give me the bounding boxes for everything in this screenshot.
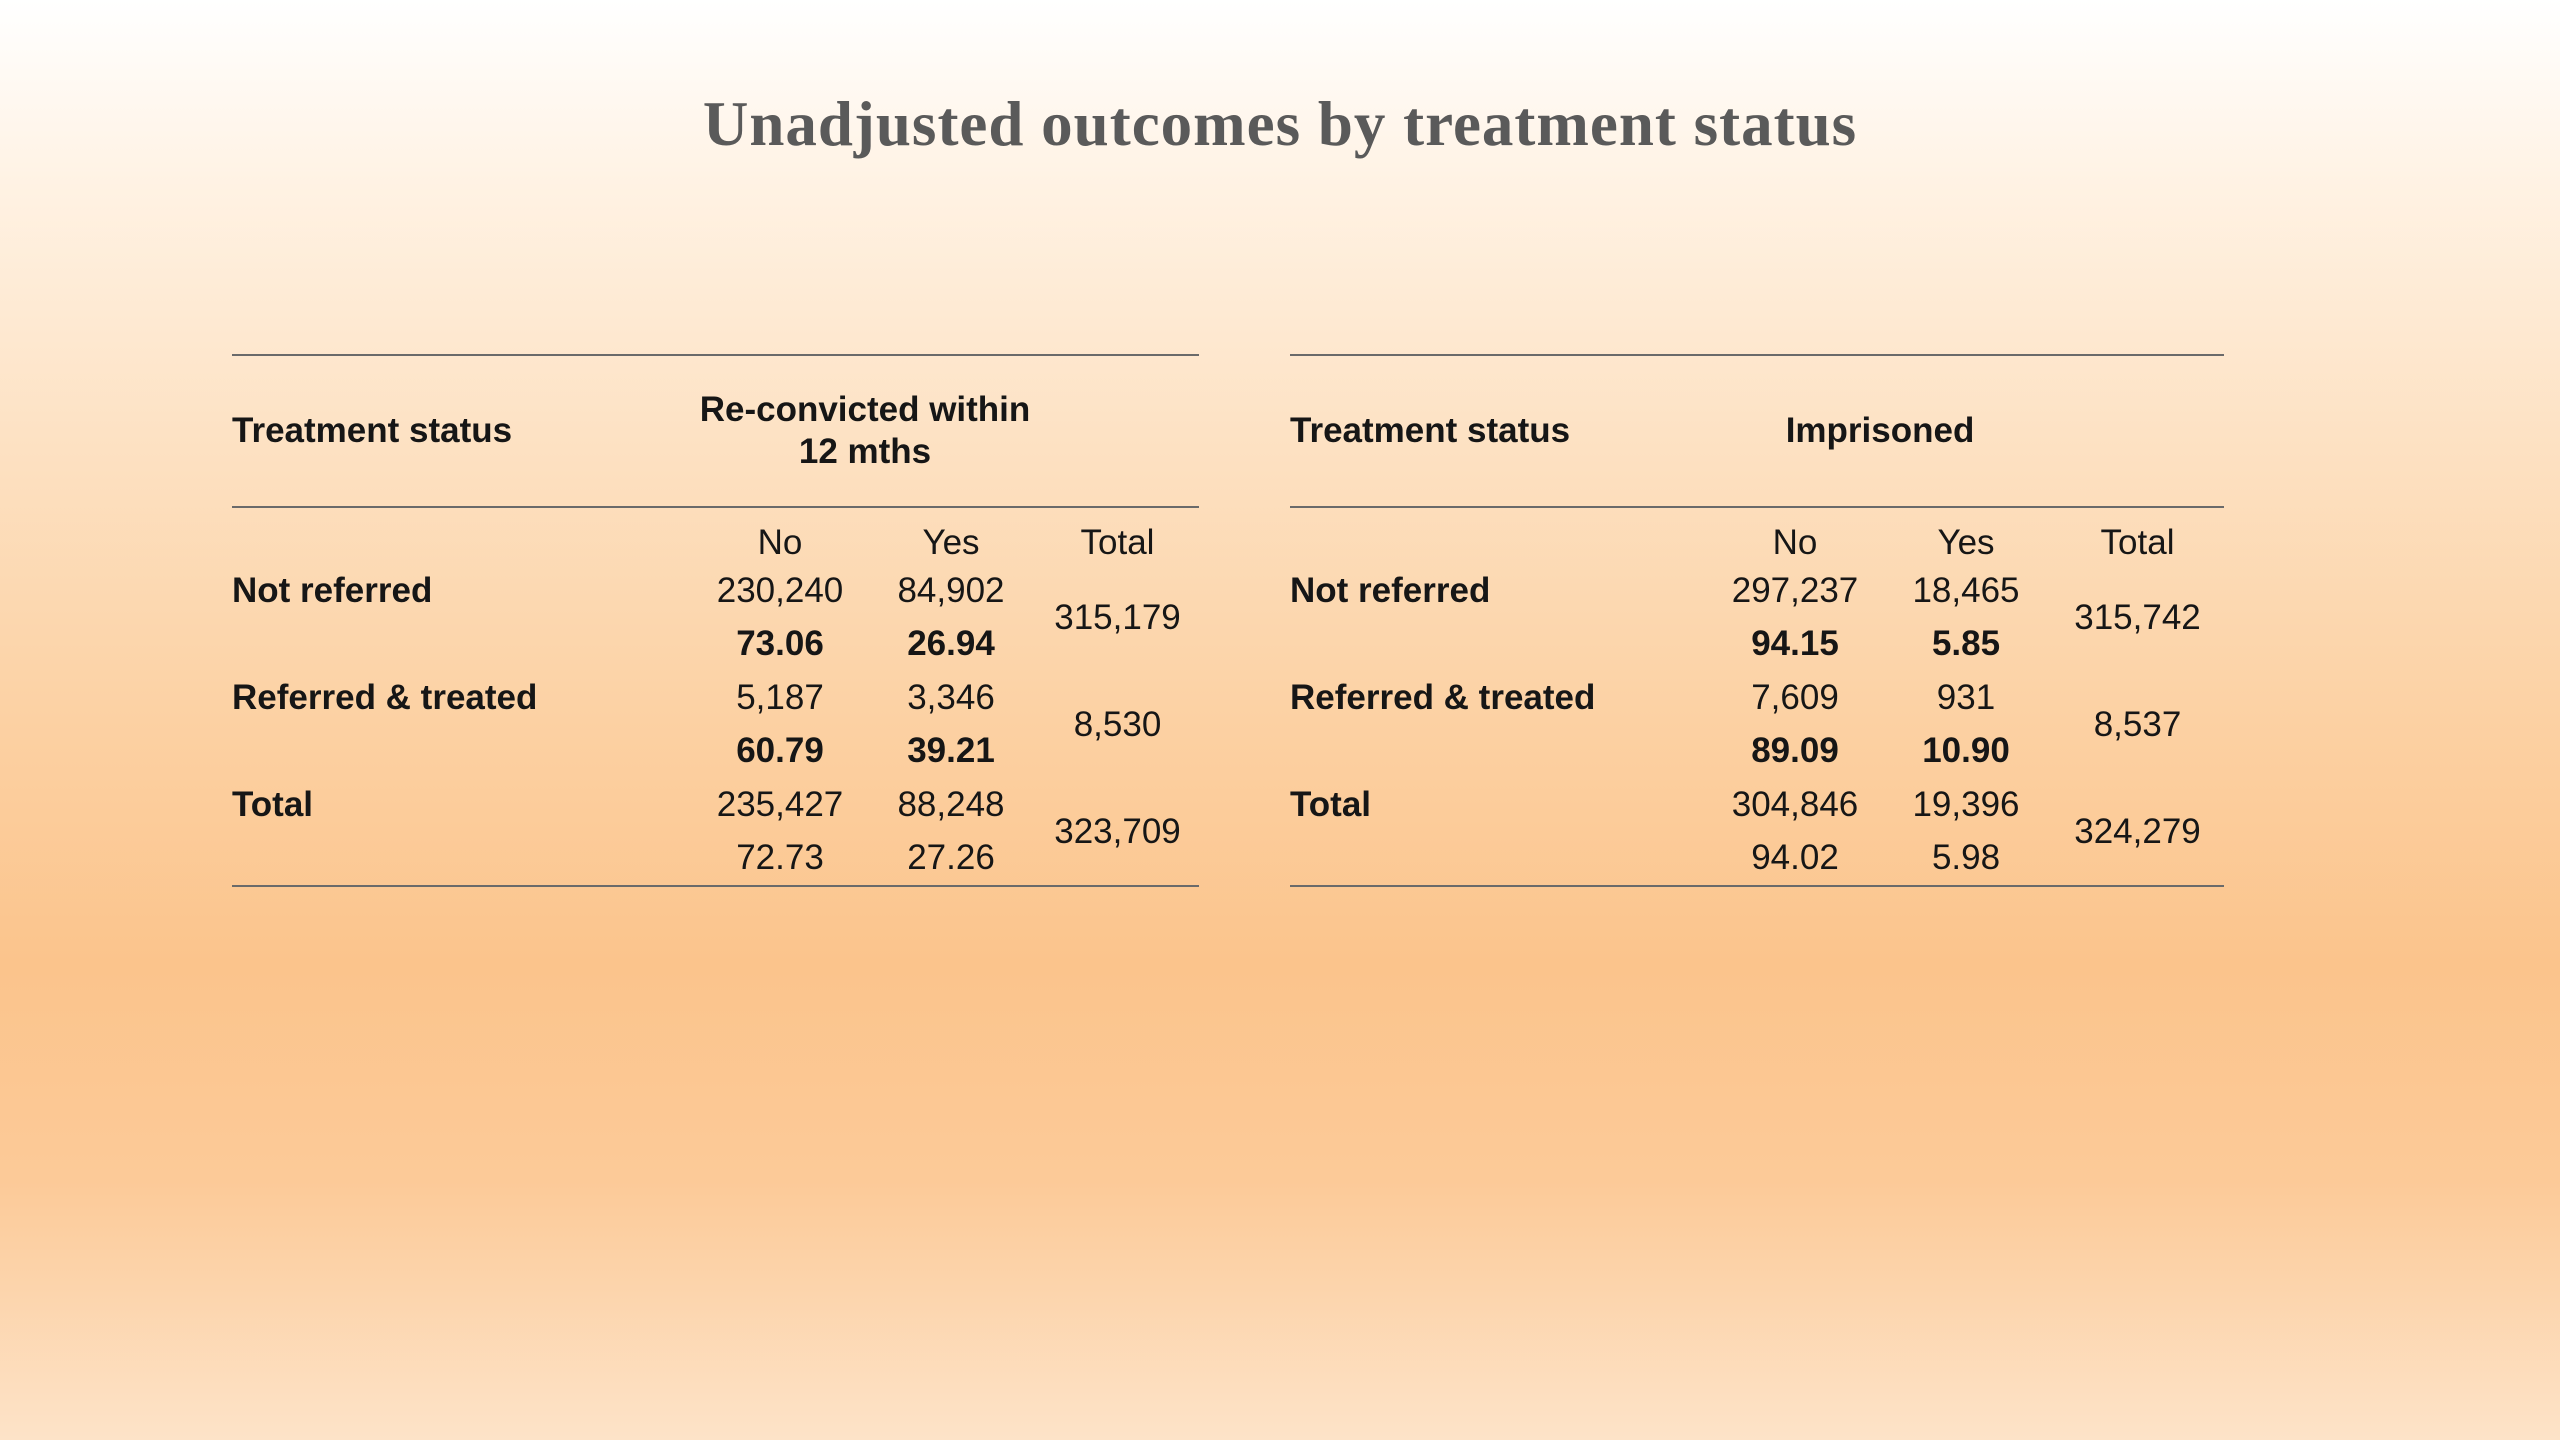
row-label-blank xyxy=(1290,618,1709,672)
column-yes: Yes xyxy=(922,523,980,562)
column-subheader-row: No Yes Total xyxy=(232,507,1199,564)
row-label: Not referred xyxy=(232,570,433,610)
no-percent: 94.15 xyxy=(1751,624,1839,664)
no-count: 235,427 xyxy=(716,784,844,824)
column-total: Total xyxy=(1080,523,1155,562)
imprisonment-table: Treatment status Imprisoned No Yes Total… xyxy=(1290,354,2225,887)
table-row: Not referred 230,240 84,902 315,179 xyxy=(232,564,1199,637)
row-total: 324,279 xyxy=(2051,778,2225,887)
outcome-header: Re-convicted within 12 mths xyxy=(694,354,1036,508)
yes-percent: 39.21 xyxy=(907,731,995,771)
row-label-blank xyxy=(232,725,694,779)
treatment-status-header: Treatment status xyxy=(232,354,694,508)
treatment-status-header: Treatment status xyxy=(1290,354,1709,508)
yes-percent: 27.26 xyxy=(866,831,1036,887)
slide-title: Unadjusted outcomes by treatment status xyxy=(702,89,1858,159)
header-spacer xyxy=(1036,354,1199,508)
outcome-header: Imprisoned xyxy=(1709,354,2052,508)
table-row: Total 235,427 88,248 323,709 xyxy=(232,778,1199,887)
row-label: Total xyxy=(1290,784,1372,824)
outcome-header-line1: Imprisoned xyxy=(1785,411,1975,450)
no-count: 304,846 xyxy=(1731,784,1859,824)
outcome-header-line2: 12 mths xyxy=(798,432,932,471)
table-row: 94.15 5.85 xyxy=(1290,618,2224,672)
table-header-row: Treatment status Imprisoned xyxy=(1290,354,2225,508)
yes-count: 84,902 xyxy=(897,570,1005,610)
yes-count: 18,465 xyxy=(1912,570,2020,610)
row-total: 323,709 xyxy=(1036,778,1199,887)
row-label-blank xyxy=(1290,725,1709,779)
table-header-row: Treatment status Re-convicted within 12 … xyxy=(232,354,1199,508)
reconviction-table: Treatment status Re-convicted within 12 … xyxy=(232,354,1199,887)
row-total: 8,537 xyxy=(2093,704,2182,744)
table-row: 72.73 27.26 xyxy=(232,831,1199,887)
yes-percent: 26.94 xyxy=(907,624,995,664)
yes-percent: 5.98 xyxy=(1881,831,2052,887)
table-row: Referred & treated 5,187 3,346 8,530 xyxy=(232,671,1199,744)
column-no: No xyxy=(757,523,803,562)
yes-count: 19,396 xyxy=(1912,784,2020,824)
row-label-blank xyxy=(232,831,694,887)
row-total: 315,179 xyxy=(1054,597,1181,637)
yes-count: 3,346 xyxy=(907,677,995,717)
yes-count: 931 xyxy=(1936,677,1996,717)
row-label-blank xyxy=(232,618,694,672)
column-total: Total xyxy=(2100,523,2175,562)
no-count: 7,609 xyxy=(1751,677,1839,717)
table-row: 60.79 39.21 xyxy=(232,725,1199,779)
no-percent: 94.02 xyxy=(1709,831,1881,887)
row-total: 315,742 xyxy=(2074,597,2201,637)
no-percent: 73.06 xyxy=(736,624,824,664)
yes-count: 88,248 xyxy=(897,784,1005,824)
no-count: 5,187 xyxy=(736,677,824,717)
no-count: 297,237 xyxy=(1731,570,1859,610)
yes-percent: 5.85 xyxy=(1931,624,2001,664)
table-row: 89.09 10.90 xyxy=(1290,725,2224,779)
row-label: Referred & treated xyxy=(232,677,538,717)
table-row: Not referred 297,237 18,465 315,742 xyxy=(1290,564,2224,637)
row-label: Total xyxy=(232,784,314,824)
column-yes: Yes xyxy=(1937,523,1995,562)
outcome-header-line1: Re-convicted within xyxy=(699,390,1031,429)
table-row: 73.06 26.94 xyxy=(232,618,1199,672)
no-percent: 60.79 xyxy=(736,731,824,771)
no-count: 230,240 xyxy=(716,570,844,610)
row-total: 8,530 xyxy=(1073,704,1162,744)
no-percent: 72.73 xyxy=(694,831,866,887)
column-no: No xyxy=(1772,523,1818,562)
row-label: Not referred xyxy=(1290,570,1491,610)
subheader-blank xyxy=(1290,507,1709,564)
no-percent: 89.09 xyxy=(1751,731,1839,771)
table-row: Total 304,846 19,396 324,279 xyxy=(1290,778,2225,887)
subheader-blank xyxy=(232,507,694,564)
table-row: 94.02 5.98 xyxy=(1290,831,2224,887)
row-label-blank xyxy=(1290,831,1709,887)
yes-percent: 10.90 xyxy=(1922,731,2010,771)
header-spacer xyxy=(2051,354,2225,508)
row-label: Referred & treated xyxy=(1290,677,1596,717)
column-subheader-row: No Yes Total xyxy=(1290,507,2224,564)
table-row: Referred & treated 7,609 931 8,537 xyxy=(1290,671,2224,744)
